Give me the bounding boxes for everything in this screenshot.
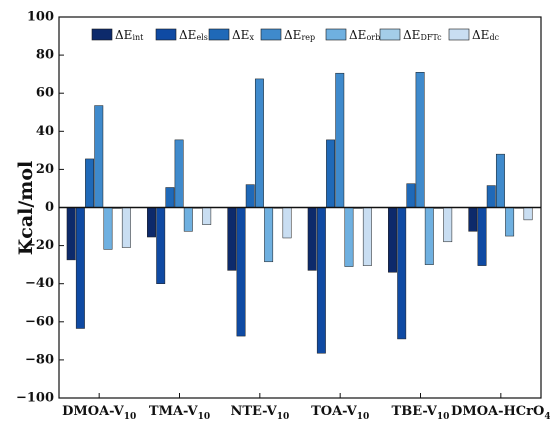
- legend-swatch-orb: [325, 28, 347, 41]
- legend-label-main: ΔE: [284, 28, 301, 42]
- legend-swatch-els: [155, 28, 177, 41]
- y-tick-label: 40: [36, 124, 54, 139]
- bar-rep-1: [174, 139, 184, 208]
- category-label: TMA-V10: [149, 404, 210, 422]
- legend: ΔEint ΔEels ΔEx ΔErep ΔEorb ΔEDFTc ΔEdc: [91, 28, 500, 43]
- legend-swatch-x: [208, 28, 230, 41]
- legend-label-subscript: orb: [366, 33, 380, 42]
- bar-int-5: [468, 207, 478, 232]
- bar-x-2: [245, 184, 255, 208]
- bar-rep-3: [335, 72, 345, 208]
- bar-dc-2: [282, 207, 292, 239]
- y-tick-label: −60: [25, 314, 54, 329]
- bar-int-3: [307, 207, 317, 271]
- bar-els-1: [156, 207, 166, 284]
- legend-label-main: ΔE: [349, 28, 366, 42]
- y-tick-label: 60: [36, 86, 54, 101]
- bar-orb-2: [264, 207, 274, 263]
- legend-label-orb: ΔEorb: [349, 28, 380, 43]
- bar-rep-2: [254, 78, 264, 208]
- bar-els-4: [397, 207, 407, 340]
- category-label: TOA-V10: [311, 404, 369, 422]
- legend-swatch-rep: [260, 28, 282, 41]
- category-label-base: NTE-V: [230, 404, 277, 419]
- y-tick-label: 80: [36, 48, 54, 63]
- legend-label-main: ΔE: [472, 28, 489, 42]
- category-label: NTE-V10: [230, 404, 289, 422]
- y-tick-label: −80: [25, 352, 54, 367]
- category-label: DMOA-V10: [62, 404, 136, 422]
- bar-int-2: [227, 207, 237, 271]
- bar-x-5: [486, 185, 496, 208]
- category-label-subscript: 10: [124, 412, 137, 422]
- bar-int-0: [66, 207, 76, 261]
- bar-orb-3: [344, 207, 354, 267]
- legend-label-subscript: int: [132, 33, 144, 42]
- legend-swatch-int: [91, 28, 113, 41]
- bar-orb-1: [183, 207, 193, 232]
- bar-dc-4: [443, 207, 453, 243]
- legend-label-main: ΔE: [232, 28, 249, 42]
- legend-label-DFTc: ΔEDFTc: [403, 28, 442, 43]
- legend-label-int: ΔEint: [115, 28, 144, 43]
- category-label-subscript: 4: [544, 412, 550, 422]
- legend-swatch-DFTc: [379, 28, 401, 41]
- category-label-subscript: 10: [198, 412, 211, 422]
- bar-x-4: [406, 183, 416, 208]
- legend-label-subscript: rep: [301, 33, 315, 42]
- bar-orb-0: [103, 207, 113, 250]
- category-label: TBE-V10: [392, 404, 450, 422]
- legend-label-subscript: els: [196, 33, 207, 42]
- bar-rep-4: [415, 72, 425, 208]
- bar-els-3: [316, 207, 326, 354]
- category-label-base: TMA-V: [149, 404, 199, 419]
- bar-int-4: [388, 207, 397, 273]
- category-label-base: TOA-V: [311, 404, 358, 419]
- category-label-base: DMOA-HCrO: [451, 404, 544, 419]
- bar-dc-1: [202, 207, 212, 225]
- y-tick-label: −40: [25, 276, 54, 291]
- bar-x-0: [85, 158, 95, 208]
- legend-label-subscript: x: [249, 33, 254, 42]
- bar-els-5: [477, 207, 487, 266]
- bar-x-3: [326, 139, 336, 208]
- legend-label-main: ΔE: [403, 28, 420, 42]
- bar-dc-5: [523, 207, 533, 221]
- legend-label-subscript: dc: [489, 33, 499, 42]
- bar-x-1: [165, 187, 175, 208]
- legend-label-x: ΔEx: [232, 28, 254, 43]
- legend-swatch-dc: [448, 28, 470, 41]
- y-axis-label: Kcal/mol: [15, 161, 37, 256]
- y-tick-label: 0: [45, 200, 54, 215]
- bar-rep-0: [94, 105, 104, 208]
- category-label-subscript: 10: [437, 412, 450, 422]
- bar-dc-3: [362, 207, 372, 266]
- legend-label-dc: ΔEdc: [472, 28, 500, 43]
- bar-els-2: [236, 207, 246, 337]
- bars-group: [66, 72, 533, 354]
- y-tick-label: −100: [16, 391, 54, 406]
- y-tick-label: −20: [25, 238, 54, 253]
- legend-label-main: ΔE: [115, 28, 132, 42]
- category-label-subscript: 10: [357, 412, 370, 422]
- bar-rep-5: [495, 153, 505, 208]
- legend-label-els: ΔEels: [179, 28, 208, 43]
- category-label-subscript: 10: [277, 412, 290, 422]
- y-tick-label: 20: [36, 162, 54, 177]
- bar-int-1: [147, 207, 156, 238]
- y-tick-label: 100: [27, 10, 54, 25]
- bar-dc-0: [121, 207, 131, 248]
- category-label-base: TBE-V: [392, 404, 438, 419]
- legend-label-rep: ΔErep: [284, 28, 315, 43]
- legend-label-main: ΔE: [179, 28, 196, 42]
- category-label-base: DMOA-V: [62, 404, 125, 419]
- bar-orb-5: [505, 207, 515, 237]
- bar-els-0: [75, 207, 85, 329]
- bar-orb-4: [424, 207, 434, 265]
- legend-label-subscript: DFTc: [420, 33, 442, 42]
- category-label: DMOA-HCrO4: [451, 404, 550, 422]
